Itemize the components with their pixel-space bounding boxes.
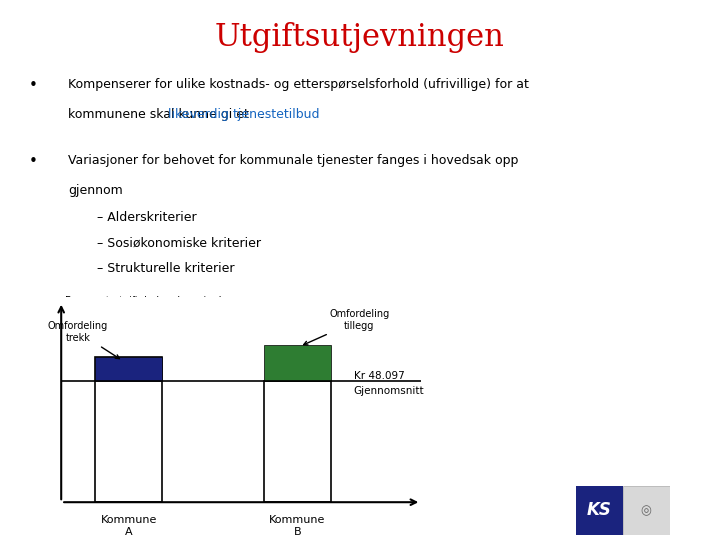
Text: Gjennomsnitt: Gjennomsnitt: [354, 386, 424, 396]
Text: Omfordeling
trekk: Omfordeling trekk: [48, 321, 120, 359]
Text: •: •: [29, 78, 37, 93]
Bar: [623, 486, 670, 535]
Text: Kommune
B: Kommune B: [269, 516, 325, 537]
Text: Variasjoner for behovet for kommunale tjenester fanges i hovedsak opp: Variasjoner for behovet for kommunale tj…: [68, 154, 519, 167]
Text: Kompenserer for ulike kostnads- og etterspørselsforhold (ufrivillige) for at: Kompenserer for ulike kostnads- og etter…: [68, 78, 529, 91]
Text: Utgiftsutjevningen: Utgiftsutjevningen: [215, 22, 505, 52]
Text: likeverdig tjenestetilbud: likeverdig tjenestetilbud: [168, 108, 319, 121]
Text: Kr 48.097: Kr 48.097: [354, 371, 405, 381]
Text: .: .: [259, 108, 264, 121]
Bar: [264, 381, 331, 502]
Text: KS: KS: [587, 501, 612, 519]
Bar: [576, 486, 623, 535]
Text: Kommune
A: Kommune A: [101, 516, 157, 537]
Text: Beregnet utgiftsbehov kr pr innb: Beregnet utgiftsbehov kr pr innb: [65, 296, 225, 306]
Text: Omfordeling
tillegg: Omfordeling tillegg: [304, 309, 390, 345]
Text: •: •: [29, 154, 37, 169]
Bar: [264, 345, 331, 381]
Text: – Strukturelle kriterier: – Strukturelle kriterier: [97, 262, 235, 275]
Bar: [95, 357, 163, 381]
Bar: [95, 357, 163, 502]
Text: – Sosiøkonomiske kriterier: – Sosiøkonomiske kriterier: [97, 237, 261, 249]
Text: kommunene skal kunne gi et: kommunene skal kunne gi et: [68, 108, 253, 121]
Text: – Alderskriterier: – Alderskriterier: [97, 211, 197, 224]
Text: gjennom: gjennom: [68, 184, 123, 197]
Text: ◎: ◎: [641, 504, 652, 517]
